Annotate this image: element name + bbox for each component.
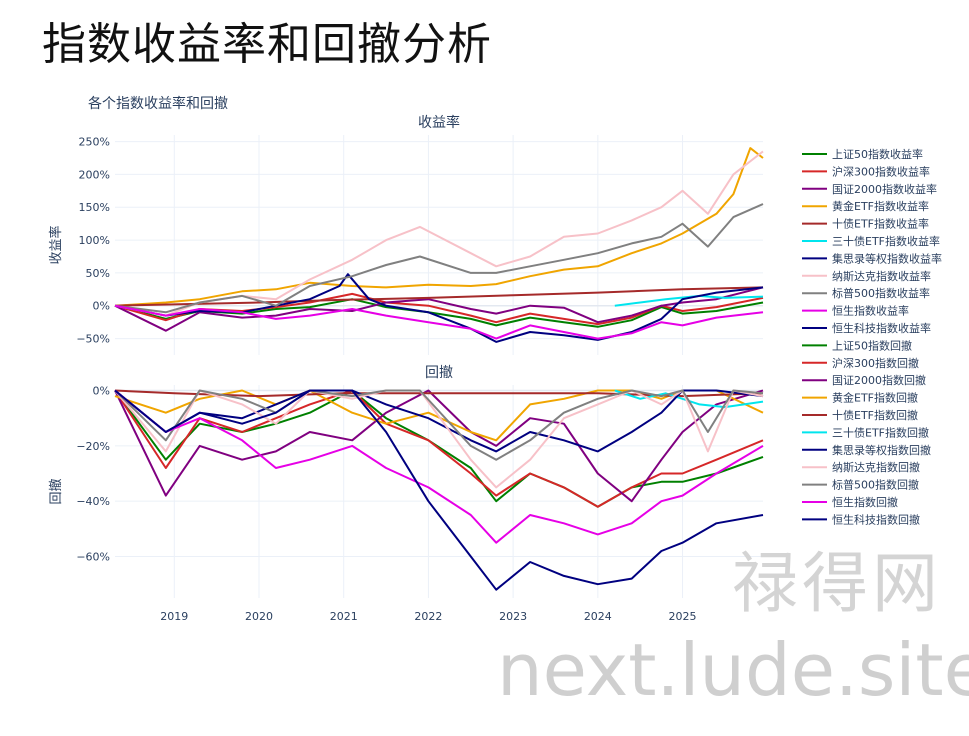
subplot-title: 回撤 xyxy=(425,365,453,381)
legend-entry[interactable]: 三十债ETF指数回撤 xyxy=(832,425,929,439)
legend-entry[interactable]: 黄金ETF指数回撤 xyxy=(832,391,918,405)
y-axis-label: 收益率 xyxy=(48,225,64,264)
series-line-returns-9 xyxy=(114,304,764,340)
y-tick-label: −60% xyxy=(76,551,110,564)
series-line-drawdowns-3 xyxy=(114,389,764,442)
series-line-drawdowns-5 xyxy=(614,389,764,409)
series-line-drawdowns-6 xyxy=(114,389,764,453)
x-tick-label: 2024 xyxy=(584,610,612,623)
y-tick-label: −20% xyxy=(76,440,110,453)
legend-entry[interactable]: 纳斯达克指数回撤 xyxy=(832,460,920,474)
series-line-returns-0 xyxy=(114,298,764,328)
legend-entry[interactable]: 恒生指数回撤 xyxy=(832,495,898,509)
legend-entry[interactable]: 上证50指数收益率 xyxy=(832,147,923,161)
series-line-drawdowns-8 xyxy=(114,389,764,461)
page-title: 指数收益率和回撤分析 xyxy=(42,19,492,70)
x-tick-label: 2019 xyxy=(160,610,188,623)
x-tick-label: 2020 xyxy=(245,610,273,623)
y-tick-label: 100% xyxy=(79,234,110,247)
y-tick-label: 0% xyxy=(93,300,110,313)
series-line-drawdowns-9 xyxy=(114,389,764,544)
y-tick-label: 200% xyxy=(79,168,110,181)
legend-entry[interactable]: 标普500指数回撤 xyxy=(832,478,919,492)
legend-entry[interactable]: 集思录等权指数回撤 xyxy=(832,443,931,457)
legend-entry[interactable]: 上证50指数回撤 xyxy=(832,338,912,352)
series-line-drawdowns-10 xyxy=(114,389,764,591)
legend-entry[interactable]: 沪深300指数回撤 xyxy=(832,356,919,370)
legend-entry[interactable]: 十债ETF指数收益率 xyxy=(832,217,929,231)
legend-entry[interactable]: 集思录等权指数收益率 xyxy=(832,251,942,265)
legend-entry[interactable]: 恒生科技指数回撤 xyxy=(832,512,920,526)
series-line-returns-7 xyxy=(114,150,764,317)
series-line-returns-3 xyxy=(114,147,764,307)
x-tick-label: 2022 xyxy=(414,610,442,623)
y-tick-label: −50% xyxy=(76,333,110,346)
x-tick-label: 2021 xyxy=(330,610,358,623)
subplot-title: 收益率 xyxy=(418,114,460,131)
series-line-drawdowns-1 xyxy=(114,389,764,508)
legend: 上证50指数收益率沪深300指数收益率国证2000指数收益率黄金ETF指数收益率… xyxy=(802,147,942,526)
series-line-returns-4 xyxy=(114,286,764,307)
plot-area: −50%0%50%100%150%200%250%收益率收益率−60%−40%−… xyxy=(48,114,764,623)
y-tick-label: 250% xyxy=(79,136,110,149)
legend-entry[interactable]: 恒生指数收益率 xyxy=(832,304,909,318)
y-axis-label: 回撤 xyxy=(48,478,64,504)
legend-entry[interactable]: 国证2000指数回撤 xyxy=(832,373,926,387)
chart-title: 各个指数收益率和回撤 xyxy=(88,95,228,112)
legend-entry[interactable]: 黄金ETF指数收益率 xyxy=(832,199,929,213)
series-line-drawdowns-7 xyxy=(114,389,764,489)
watermark-url: next.lude.site xyxy=(497,628,969,712)
y-tick-label: −40% xyxy=(76,495,110,508)
y-tick-label: 150% xyxy=(79,201,110,214)
legend-entry[interactable]: 三十债ETF指数收益率 xyxy=(832,234,940,248)
x-tick-label: 2023 xyxy=(499,610,527,623)
y-tick-label: 0% xyxy=(93,385,110,398)
y-tick-label: 50% xyxy=(86,267,110,280)
legend-entry[interactable]: 恒生科技指数收益率 xyxy=(832,321,931,335)
x-tick-label: 2025 xyxy=(669,610,697,623)
series-line-returns-6 xyxy=(114,273,764,343)
watermark-cn: 禄得网 xyxy=(732,545,942,622)
legend-entry[interactable]: 沪深300指数收益率 xyxy=(832,164,930,178)
series-line-returns-5 xyxy=(614,294,764,307)
legend-entry[interactable]: 国证2000指数收益率 xyxy=(832,182,937,196)
legend-entry[interactable]: 标普500指数收益率 xyxy=(832,286,930,300)
legend-entry[interactable]: 纳斯达克指数收益率 xyxy=(832,269,931,283)
legend-entry[interactable]: 十债ETF指数回撤 xyxy=(832,408,918,422)
series-line-returns-8 xyxy=(114,203,764,314)
series-line-returns-2 xyxy=(114,286,764,332)
